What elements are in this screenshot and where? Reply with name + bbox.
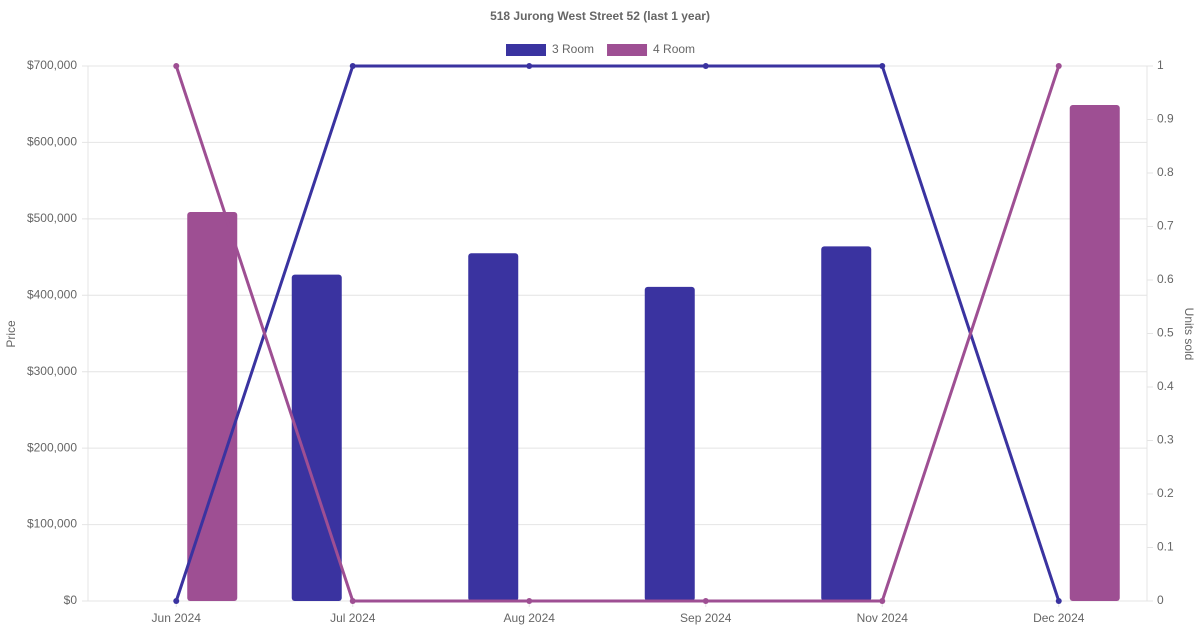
- x-tick-label: Jul 2024: [330, 611, 376, 625]
- x-tick-label: Jun 2024: [152, 611, 202, 625]
- legend-swatch: [506, 44, 546, 56]
- y2-tick-label: 0.4: [1157, 379, 1174, 393]
- bar: [644, 286, 695, 601]
- x-tick-label: Sep 2024: [680, 611, 732, 625]
- y2-tick-label: 0.3: [1157, 433, 1174, 447]
- bar: [1069, 104, 1120, 601]
- units-point: [702, 63, 709, 69]
- units-point: [526, 63, 533, 69]
- bar: [468, 253, 519, 601]
- y2-axis-title: Units sold: [1182, 308, 1196, 361]
- y-tick-label: $100,000: [27, 517, 77, 531]
- units-point: [879, 63, 886, 69]
- y2-tick-label: 0.1: [1157, 540, 1174, 554]
- bar: [187, 211, 238, 601]
- units-point: [702, 598, 709, 604]
- units-point: [879, 598, 886, 604]
- y-tick-label: $0: [64, 593, 78, 607]
- units-line: [174, 64, 1061, 602]
- y-axis-title: Price: [4, 320, 18, 348]
- y2-tick-label: 0.8: [1157, 165, 1174, 179]
- units-point: [173, 598, 180, 604]
- y2-tick-label: 0.2: [1157, 486, 1174, 500]
- legend-label: 3 Room: [552, 42, 594, 56]
- chart-title: 518 Jurong West Street 52 (last 1 year): [490, 9, 710, 23]
- bar: [291, 274, 342, 601]
- y2-tick-label: 0.7: [1157, 219, 1174, 233]
- y-tick-label: $600,000: [27, 135, 77, 149]
- units-point: [173, 63, 180, 69]
- y-tick-label: $700,000: [27, 58, 77, 72]
- legend-swatch: [607, 44, 648, 56]
- bar: [821, 246, 872, 601]
- units-point: [1055, 598, 1062, 604]
- y-tick-label: $400,000: [27, 287, 77, 301]
- units-point: [349, 63, 356, 69]
- y2-tick-label: 1: [1157, 58, 1164, 72]
- y2-tick-label: 0: [1157, 593, 1164, 607]
- units-line: [174, 65, 1061, 603]
- y-tick-label: $300,000: [27, 364, 77, 378]
- y2-tick-label: 0.5: [1157, 326, 1174, 340]
- y-tick-label: $500,000: [27, 211, 77, 225]
- y2-tick-label: 0.9: [1157, 112, 1174, 126]
- x-tick-label: Nov 2024: [857, 611, 909, 625]
- units-point: [349, 598, 356, 604]
- x-tick-label: Dec 2024: [1033, 611, 1085, 625]
- legend-label: 4 Room: [653, 42, 695, 56]
- units-point: [1055, 63, 1062, 69]
- x-tick-label: Aug 2024: [504, 611, 556, 625]
- y2-tick-label: 0.6: [1157, 272, 1174, 286]
- y-tick-label: $200,000: [27, 440, 77, 454]
- units-point: [526, 598, 533, 604]
